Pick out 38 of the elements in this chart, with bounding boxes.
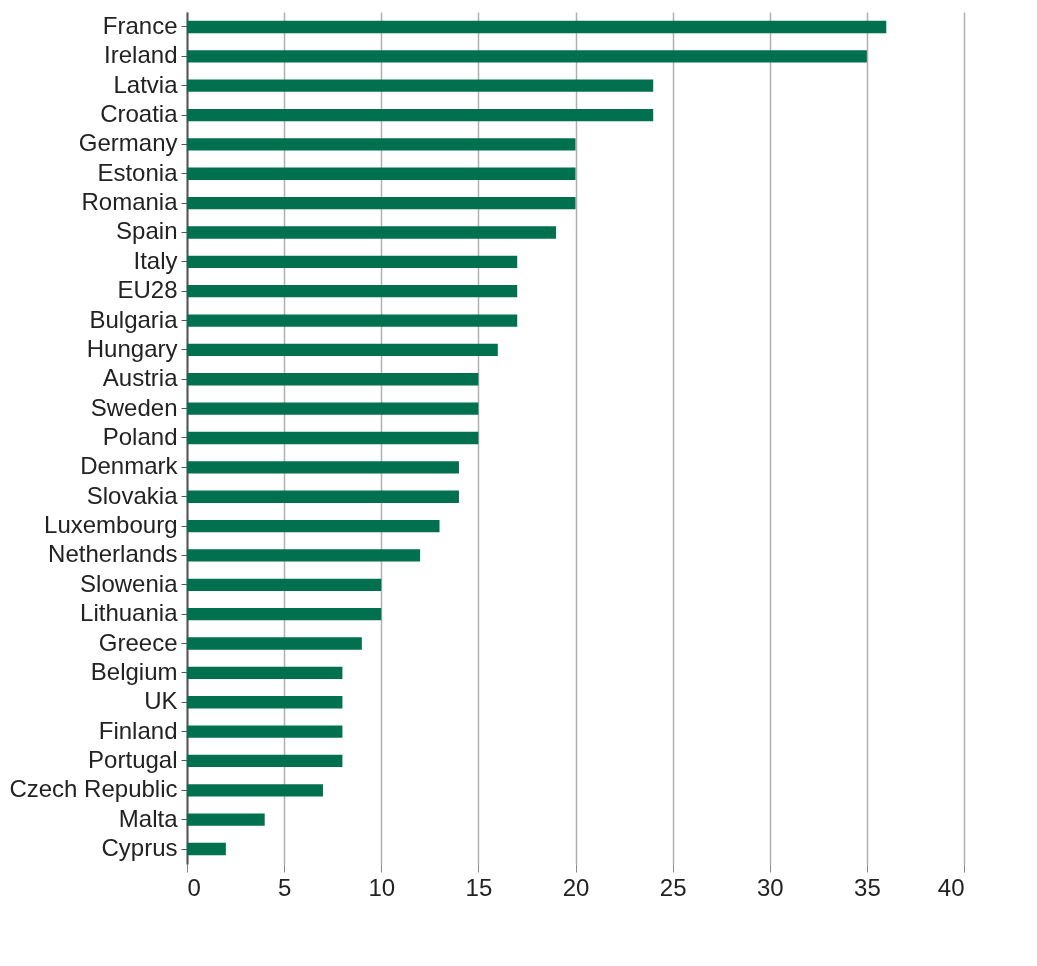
x-tick-label: 10 <box>368 873 396 901</box>
y-tick-label: Germany <box>78 129 178 157</box>
y-tick-label: Cyprus <box>101 834 178 862</box>
y-tick-label: Slowenia <box>80 569 179 597</box>
y-tick-label: Czech Republic <box>9 775 178 803</box>
y-tick-label: Malta <box>118 804 179 832</box>
y-tick-label: Latvia <box>113 70 179 98</box>
y-tick-label: Lithuania <box>80 599 179 627</box>
y-tick-label: Portugal <box>88 745 178 773</box>
x-tick-label: 40 <box>937 873 965 901</box>
y-tick-label: Netherlands <box>48 540 178 568</box>
y-tick-label: Italy <box>133 246 178 274</box>
y-tick-label: Luxembourg <box>44 511 178 539</box>
y-tick-label: Finland <box>98 716 178 744</box>
x-tick-label: 15 <box>465 873 493 901</box>
x-tick-label: 30 <box>756 873 784 901</box>
y-tick-label: Austria <box>102 364 179 392</box>
y-tick-label: France <box>102 11 178 39</box>
y-tick-label: Bulgaria <box>89 305 179 333</box>
y-tick-label: Spain <box>116 217 178 245</box>
y-tick-label: Denmark <box>80 452 179 480</box>
y-tick-label: EU28 <box>117 276 178 304</box>
x-tick-label: 20 <box>562 873 590 901</box>
y-tick-label: Ireland <box>104 41 178 69</box>
y-tick-label: Sweden <box>90 393 178 421</box>
x-tick-label: 0 <box>187 873 201 901</box>
y-tick-label: Poland <box>102 423 178 450</box>
x-tick-label: 5 <box>277 873 292 901</box>
y-tick-label: Hungary <box>86 334 178 362</box>
y-tick-label: Romania <box>81 188 179 216</box>
y-tick-label: Slovakia <box>86 481 179 509</box>
y-tick-label: UK <box>144 687 178 715</box>
y-tick-label: Belgium <box>90 657 178 685</box>
x-tick-label: 25 <box>659 873 687 901</box>
x-tick-label: 35 <box>854 873 881 901</box>
y-tick-label: Estonia <box>97 158 179 186</box>
y-tick-label: Croatia <box>100 100 179 128</box>
y-tick-label: Greece <box>98 628 178 656</box>
